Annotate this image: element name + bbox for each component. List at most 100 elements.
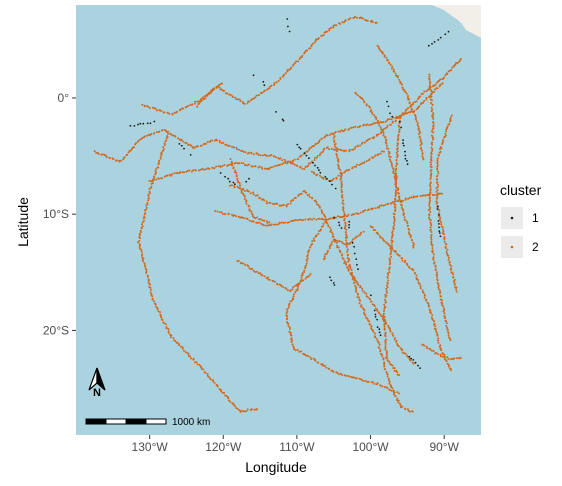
track-point [138, 245, 141, 248]
track-point [146, 275, 149, 278]
track-point [251, 267, 254, 270]
track-point [440, 223, 443, 226]
track-point [316, 142, 319, 145]
track-point [371, 329, 374, 332]
track-point [338, 221, 340, 224]
track-point [307, 250, 310, 253]
track-point [382, 320, 385, 322]
track-point [383, 303, 386, 306]
track-point [327, 225, 330, 227]
track-point [394, 251, 397, 254]
track-point [396, 397, 399, 400]
track-point [324, 218, 327, 221]
track-point [394, 195, 397, 198]
x-axis-title: Longitude [245, 459, 307, 475]
track-point [300, 276, 303, 279]
track-point [382, 204, 385, 207]
track-point [263, 275, 266, 278]
track-point [394, 198, 397, 201]
track-point [427, 302, 430, 305]
track-point [294, 62, 296, 64]
track-point [313, 156, 316, 159]
track-point [451, 114, 453, 117]
track-point [404, 352, 407, 355]
track-point [383, 325, 386, 328]
track-point [378, 343, 381, 346]
track-point [394, 119, 397, 122]
track-point [254, 217, 257, 219]
track-point [428, 85, 431, 88]
track-point [330, 279, 333, 282]
track-point [140, 223, 143, 226]
track-point [383, 328, 386, 331]
track-point [419, 285, 422, 288]
track-point [418, 105, 421, 108]
track-point [153, 132, 156, 135]
track-point [454, 63, 457, 66]
track-point [213, 167, 216, 169]
track-point [329, 276, 331, 279]
track-point [423, 296, 426, 299]
track-point [346, 250, 348, 253]
track-point [412, 241, 415, 244]
track-point [148, 179, 151, 182]
track-point [259, 197, 261, 200]
track-point [190, 357, 193, 360]
track-point [149, 291, 152, 294]
track-point [412, 102, 415, 104]
track-point [319, 171, 322, 174]
track-point [378, 47, 381, 50]
track-point [340, 183, 343, 186]
track-point [330, 26, 333, 29]
track-point [345, 239, 348, 242]
track-point [157, 177, 160, 180]
track-point [273, 155, 276, 158]
track-point [364, 124, 367, 127]
track-point [244, 164, 247, 167]
track-point [393, 367, 396, 370]
track-point [143, 105, 146, 108]
track-point [265, 220, 268, 223]
track-point [172, 337, 175, 340]
track-point [445, 250, 448, 253]
track-point [341, 172, 344, 175]
track-point [421, 149, 424, 152]
track-point [235, 98, 238, 101]
track-point [447, 258, 450, 261]
track-point [170, 336, 172, 339]
track-point [399, 347, 402, 350]
track-point [151, 180, 154, 183]
track-point [293, 293, 295, 296]
track-point [213, 87, 216, 90]
track-point [259, 272, 262, 275]
track-point [287, 307, 290, 310]
track-point [142, 122, 145, 125]
track-point [388, 155, 390, 158]
track-point [384, 332, 387, 335]
track-point [394, 72, 397, 75]
track-point [371, 226, 374, 229]
track-point [293, 348, 296, 351]
track-point [323, 255, 326, 258]
track-point [337, 148, 340, 151]
track-point [435, 331, 438, 334]
track-point [217, 165, 220, 168]
track-point [180, 138, 183, 141]
track-point [165, 327, 168, 330]
track-point [384, 335, 387, 338]
track-point [408, 410, 411, 413]
track-point [292, 295, 295, 298]
track-point [312, 145, 315, 147]
track-point [229, 94, 232, 96]
track-point [410, 110, 413, 113]
track-point [147, 281, 150, 284]
track-point [431, 116, 434, 119]
track-point [439, 83, 442, 86]
track-point [415, 120, 418, 123]
track-point [354, 145, 357, 148]
track-point [380, 150, 383, 153]
track-point [386, 144, 388, 147]
track-point [390, 118, 393, 121]
y-tick-label: 20°S [43, 323, 69, 337]
track-point [137, 140, 140, 142]
